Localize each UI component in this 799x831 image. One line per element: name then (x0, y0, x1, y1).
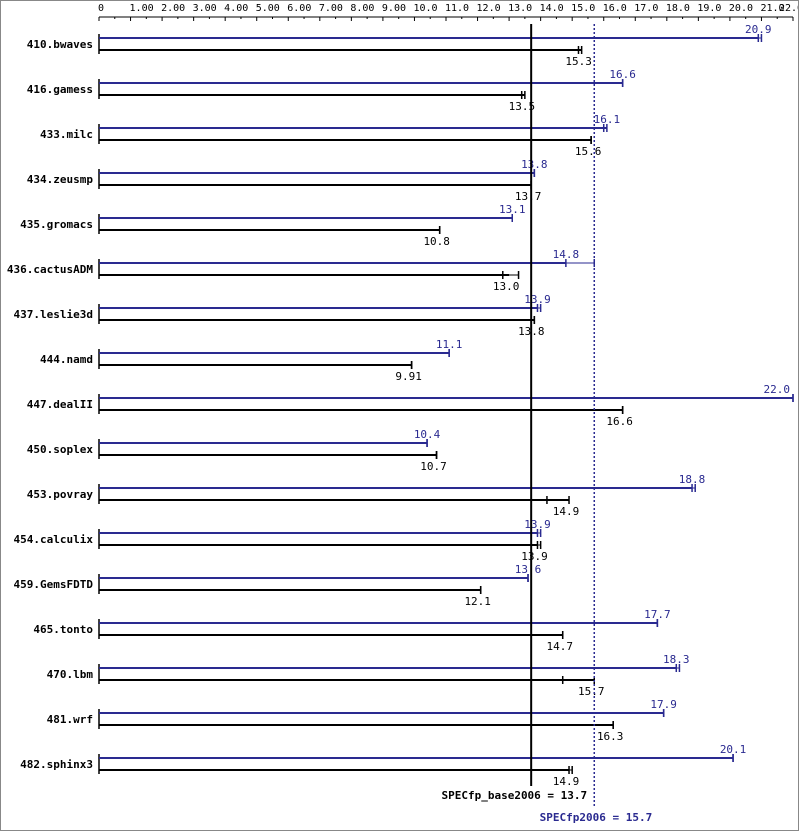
peak-value-label: 13.1 (499, 203, 526, 216)
x-tick-label: 0 (98, 3, 104, 14)
base-value-label: 13.7 (515, 190, 542, 203)
x-tick-label: 14.0 (540, 3, 564, 14)
benchmark-label: 465.tonto (33, 623, 93, 636)
peak-value-label: 13.9 (524, 293, 551, 306)
peak-value-label: 16.1 (594, 113, 621, 126)
x-tick-label: 19.0 (697, 3, 721, 14)
x-tick-label: 17.0 (634, 3, 658, 14)
x-tick-label: 7.00 (319, 3, 343, 14)
x-tick-label: 9.00 (382, 3, 406, 14)
peak-value-label: 11.1 (436, 338, 463, 351)
bar-group: 481.wrf 17.9 16.3 (47, 698, 677, 743)
bar-group: 459.GemsFDTD 13.6 12.1 (14, 563, 542, 608)
bar-group: 433.milc 16.1 15.6 (40, 113, 620, 158)
base-value-label: 16.6 (606, 415, 633, 428)
peak-value-label: 17.9 (650, 698, 677, 711)
benchmark-label: 470.lbm (47, 668, 94, 681)
benchmark-label: 454.calculix (14, 533, 94, 546)
x-axis: 0 1.00 2.00 3.00 4.00 5.00 6.00 7.00 8.00 9.00 10.… (98, 3, 799, 21)
base-value-label: 15.6 (575, 145, 602, 158)
peak-value-label: 13.9 (524, 518, 551, 531)
x-tick-label: 22.0 (779, 3, 799, 14)
base-value-label: 15.3 (565, 55, 592, 68)
peak-value-label: 13.6 (515, 563, 542, 576)
benchmark-label: 482.sphinx3 (20, 758, 93, 771)
bar-group: 444.namd 11.1 9.91 (40, 338, 462, 383)
base-value-label: 14.9 (553, 775, 580, 788)
base-value-label: 13.5 (509, 100, 536, 113)
benchmark-label: 453.povray (27, 488, 94, 501)
benchmark-label: 450.soplex (27, 443, 94, 456)
x-tick-label: 20.0 (729, 3, 753, 14)
benchmark-label: 447.dealII (27, 398, 93, 411)
x-tick-label: 5.00 (256, 3, 280, 14)
base-value-label: 14.9 (553, 505, 580, 518)
x-tick-label: 8.00 (350, 3, 374, 14)
bar-group: 410.bwaves 20.9 15.3 (27, 23, 772, 68)
x-tick-label: 18.0 (666, 3, 690, 14)
base-value-label: 9.91 (395, 370, 422, 383)
base-value-label: 14.7 (546, 640, 573, 653)
benchmark-label: 437.leslie3d (14, 308, 93, 321)
base-value-label: 10.8 (423, 235, 450, 248)
x-tick-label: 3.00 (193, 3, 217, 14)
base-summary-label: SPECfp_base2006 = 13.7 (441, 789, 587, 802)
peak-value-label: 13.8 (521, 158, 548, 171)
base-value-label: 15.7 (578, 685, 605, 698)
base-value-label: 10.7 (420, 460, 447, 473)
x-tick-label: 16.0 (603, 3, 627, 14)
base-value-label: 16.3 (597, 730, 624, 743)
bar-groups: 410.bwaves20.915.3416.gamess16.613.5433.… (7, 23, 794, 788)
bar-group: 470.lbm 18.3 15.7 (47, 653, 690, 698)
base-value-label: 13.0 (493, 280, 520, 293)
benchmark-label: 410.bwaves (27, 38, 93, 51)
benchmark-label: 436.cactusADM (7, 263, 93, 276)
benchmark-label: 434.zeusmp (27, 173, 94, 186)
bar-group: 416.gamess 16.6 13.5 (27, 68, 636, 113)
reference-lines: SPECfp_base2006 = 13.7 SPECfp2006 = 15.7 (441, 24, 652, 824)
x-tick-label: 11.0 (445, 3, 469, 14)
benchmark-label: 433.milc (40, 128, 93, 141)
x-tick-label: 10.0 (413, 3, 437, 14)
peak-value-label: 18.8 (679, 473, 706, 486)
benchmark-label: 459.GemsFDTD (14, 578, 94, 591)
peak-value-label: 17.7 (644, 608, 671, 621)
peak-value-label: 20.1 (720, 743, 747, 756)
bar-group: 447.dealII 22.0 16.6 (27, 383, 794, 428)
x-tick-label: 4.00 (224, 3, 248, 14)
x-tick-label: 21.0 (760, 3, 784, 14)
bar-group: 435.gromacs 13.1 10.8 (20, 203, 525, 248)
x-tick-label: 2.00 (161, 3, 185, 14)
benchmark-label: 444.namd (40, 353, 93, 366)
benchmark-label: 416.gamess (27, 83, 93, 96)
peak-value-label: 18.3 (663, 653, 690, 666)
base-value-label: 12.1 (464, 595, 491, 608)
benchmark-label: 481.wrf (47, 713, 93, 726)
x-tick-label: 6.00 (287, 3, 311, 14)
peak-value-label: 22.0 (764, 383, 791, 396)
bar-group: 450.soplex 10.4 10.7 (27, 428, 447, 473)
x-tick-label: 1.00 (130, 3, 154, 14)
x-tick-label: 15.0 (571, 3, 595, 14)
bar-group: 482.sphinx3 20.1 14.9 (20, 743, 746, 788)
peak-value-label: 10.4 (414, 428, 441, 441)
benchmark-label: 435.gromacs (20, 218, 93, 231)
base-value-label: 13.9 (521, 550, 548, 563)
bar-group: 453.povray 18.8 14.9 (27, 473, 706, 518)
peak-value-label: 20.9 (745, 23, 772, 36)
bar-group: 465.tonto 17.7 14.7 (33, 608, 670, 653)
x-tick-label: 12.0 (477, 3, 501, 14)
peak-value-label: 14.8 (553, 248, 580, 261)
x-tick-label: 13.0 (508, 3, 532, 14)
peak-value-label: 16.6 (609, 68, 636, 81)
peak-summary-label: SPECfp2006 = 15.7 (540, 811, 653, 824)
